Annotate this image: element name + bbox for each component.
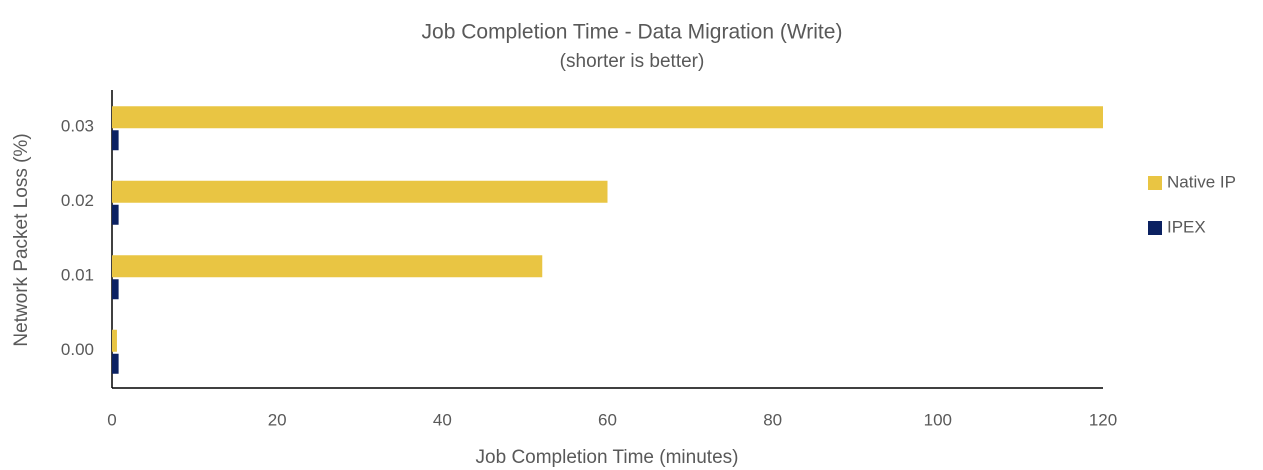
x-tick-label: 20 [268, 410, 287, 429]
legend-label: IPEX [1167, 217, 1206, 236]
y-tick-label: 0.01 [61, 266, 94, 285]
bar [112, 279, 119, 300]
x-tick-label: 0 [107, 410, 116, 429]
chart-subtitle: (shorter is better) [560, 51, 705, 72]
bar [112, 106, 1103, 129]
x-tick-label: 60 [598, 410, 617, 429]
y-tick-label: 0.03 [61, 117, 94, 136]
y-tick-label: 0.00 [61, 340, 94, 359]
y-axis-title: Network Packet Loss (%) [11, 133, 32, 346]
legend-label: Native IP [1167, 172, 1236, 191]
chart-title: Job Completion Time - Data Migration (Wr… [422, 21, 843, 44]
x-tick-label: 40 [433, 410, 452, 429]
x-axis-title: Job Completion Time (minutes) [476, 447, 739, 468]
x-tick-label: 120 [1089, 410, 1117, 429]
legend-swatch [1148, 176, 1162, 190]
bar [112, 255, 543, 278]
bar [112, 180, 608, 203]
legend-swatch [1148, 221, 1162, 235]
bar [112, 130, 119, 151]
bar [112, 353, 119, 374]
bar [112, 204, 119, 225]
x-tick-label: 100 [924, 410, 952, 429]
bar [112, 329, 117, 352]
y-tick-label: 0.02 [61, 191, 94, 210]
x-tick-label: 80 [763, 410, 782, 429]
